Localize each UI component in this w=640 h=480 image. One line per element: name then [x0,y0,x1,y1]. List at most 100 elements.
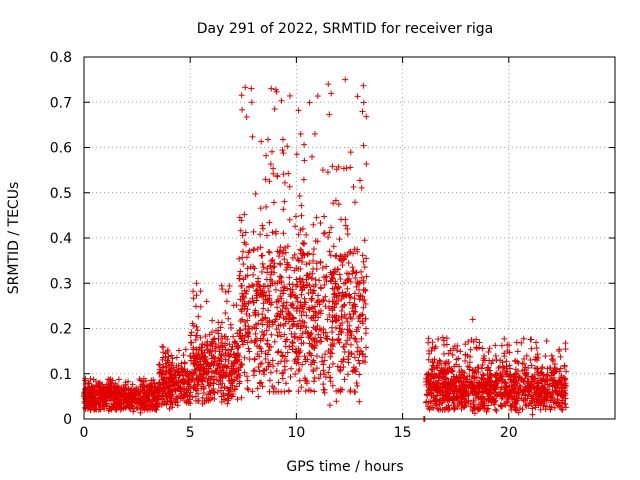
data-point [153,404,160,411]
data-point [319,264,326,271]
data-point [273,367,280,374]
data-point [266,219,273,226]
y-tick-label: 0.2 [50,322,72,338]
data-point [268,331,275,338]
data-point [285,170,292,177]
data-point [292,371,299,378]
chart-title: Day 291 of 2022, SRMTID for receiver rig… [197,21,494,37]
data-point [190,295,197,302]
y-tick-label: 0.1 [50,367,72,383]
data-point [246,348,253,355]
data-point [344,225,351,232]
data-point [106,405,113,412]
data-point [347,164,354,171]
data-point [99,381,106,388]
data-point [347,341,354,348]
data-point [252,190,259,197]
data-point [266,377,273,384]
data-point [222,310,229,317]
x-tick-label: 5 [186,425,195,441]
data-point [492,342,499,349]
data-point [251,372,258,379]
data-point [225,315,232,322]
data-point [209,317,216,324]
data-point [308,153,315,160]
data-point [237,268,244,275]
data-point [252,312,259,319]
data-point [317,220,324,227]
data-point [274,349,281,356]
data-point [328,90,335,97]
data-point [132,396,139,403]
data-point [279,352,286,359]
data-point [280,150,287,157]
data-point [457,348,464,355]
data-point [301,141,308,148]
data-point [311,388,318,395]
data-point [239,106,246,113]
data-point [316,338,323,345]
data-point [252,330,259,337]
data-point [301,240,308,247]
y-axis-label: SRMTID / TECUs [6,182,22,295]
data-point [275,379,282,386]
x-tick-label: 20 [500,425,518,441]
data-point [557,353,564,360]
data-point [131,388,138,395]
data-point [318,358,325,365]
data-point [236,275,243,282]
data-point [359,311,366,318]
y-tick-label: 0.5 [50,186,72,202]
data-point [506,362,513,369]
data-point [353,379,360,386]
data-point [274,304,281,311]
data-point [135,390,142,397]
data-point [148,377,155,384]
data-point [503,358,510,365]
data-point [523,352,530,359]
data-point [226,282,233,289]
data-point [84,406,91,413]
data-point [358,184,365,191]
data-point [140,378,147,385]
data-point [321,357,328,364]
data-point [286,343,293,350]
data-point [244,385,251,392]
data-point [310,265,317,272]
data-point [326,248,333,255]
data-point [356,360,363,367]
data-point [113,406,120,413]
data-point [296,192,303,199]
data-point [297,275,304,282]
data-point [351,354,358,361]
data-point [248,85,255,92]
data-point [286,274,293,281]
data-point [353,338,360,345]
data-point [149,402,156,409]
data-point [321,213,328,220]
data-point [280,230,287,237]
data-point [295,107,302,114]
data-point [259,260,266,267]
data-point [351,295,358,302]
data-point [125,378,132,385]
data-point [361,237,368,244]
data-point [242,322,249,329]
data-point [260,332,267,339]
data-point [190,288,197,295]
data-point [140,384,147,391]
data-point [337,276,344,283]
data-point [258,252,265,259]
data-point [241,354,248,361]
data-point [358,335,365,342]
data-point [342,76,349,83]
data-point [279,375,286,382]
data-point [264,283,271,290]
data-point [127,393,134,400]
data-point [258,138,265,145]
data-point [298,334,305,341]
data-point [360,82,367,89]
data-point [533,339,540,346]
data-point [479,345,486,352]
